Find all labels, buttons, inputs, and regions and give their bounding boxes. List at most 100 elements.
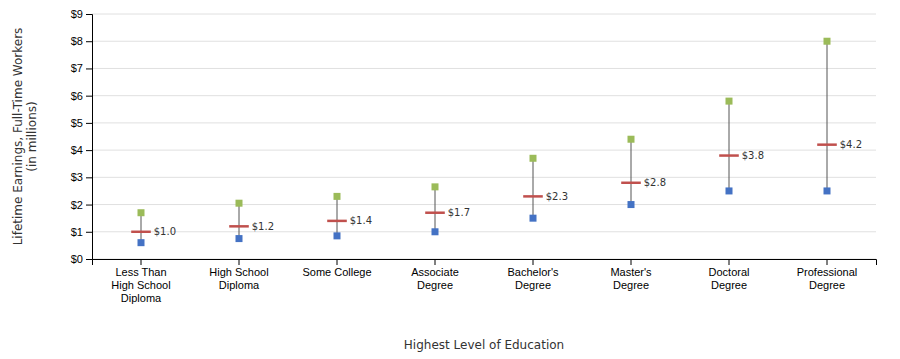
x-tick-label: High SchoolDiploma	[209, 266, 268, 291]
y-tick-mark	[86, 177, 92, 178]
y-tick-label: $2	[71, 199, 83, 211]
data-label: $2.3	[546, 191, 568, 202]
square-marker	[628, 136, 635, 143]
grid-line	[92, 231, 876, 232]
x-tick: DoctoralDegree	[709, 259, 750, 291]
y-tick-mark	[86, 96, 92, 97]
y-tick-mark	[86, 68, 92, 69]
square-marker	[530, 155, 537, 162]
y-tick: $8	[71, 35, 92, 47]
marks	[131, 38, 837, 246]
y-tick-label: $9	[71, 8, 83, 20]
data-label: $1.7	[448, 207, 470, 218]
y-tick: $2	[71, 199, 92, 211]
x-tick-mark	[141, 259, 142, 265]
x-tick: Bachelor'sDegree	[507, 259, 559, 291]
y-tick-label: $3	[71, 171, 83, 183]
x-tick-mark	[729, 259, 730, 265]
x-tick-label: Bachelor'sDegree	[507, 266, 559, 291]
x-tick-label: Master'sDegree	[610, 266, 652, 291]
square-marker	[236, 200, 243, 207]
x-tick: Some College	[302, 259, 371, 278]
dash-marker	[817, 143, 837, 146]
y-tick: $9	[71, 8, 92, 20]
square-marker	[726, 187, 733, 194]
y-tick: $3	[71, 171, 92, 183]
range-line	[435, 187, 436, 232]
x-tick-label: Some College	[302, 266, 371, 278]
x-tick: High SchoolDiploma	[209, 259, 268, 291]
y-tick: $1	[71, 226, 92, 238]
x-axis-line	[93, 260, 877, 266]
square-marker	[138, 209, 145, 216]
data-label: $3.8	[742, 150, 764, 161]
x-tick: AssociateDegree	[411, 259, 459, 291]
y-tick-label: $5	[71, 117, 83, 129]
dash-marker	[327, 220, 347, 223]
grid-line	[92, 122, 876, 123]
y-tick-mark	[86, 150, 92, 151]
chart: $0 $1 $2 $3 $4 $5 $6 $7 $8 $9 Less ThanHigh School…	[0, 0, 900, 359]
x-tick: ProfessionalDegree	[797, 259, 858, 291]
y-tick-mark	[86, 232, 92, 233]
y-tick-mark	[86, 259, 92, 260]
data-label: $1.4	[350, 215, 372, 226]
range-line	[827, 41, 828, 191]
y-tick-mark	[86, 205, 92, 206]
y-tick: $7	[71, 62, 92, 74]
y-tick: $5	[71, 117, 92, 129]
y-tick: $0	[71, 253, 92, 265]
square-marker	[824, 187, 831, 194]
range-line	[631, 139, 632, 204]
x-tick: Master'sDegree	[610, 259, 652, 291]
x-tick-label: ProfessionalDegree	[797, 266, 858, 291]
square-marker	[334, 193, 341, 200]
x-axis: Less ThanHigh SchoolDiploma High SchoolDi…	[93, 259, 877, 304]
y-tick-label: $4	[71, 144, 83, 156]
y-axis-line	[86, 15, 93, 260]
y-tick-label: $6	[71, 90, 83, 102]
y-tick: $6	[71, 90, 92, 102]
range-line	[729, 101, 730, 191]
data-labels: $1.0$1.2$1.4$1.7$2.3$2.8$3.8$4.2	[154, 139, 862, 237]
x-tick-mark	[631, 259, 632, 265]
grid-line	[92, 177, 876, 178]
x-tick: Less ThanHigh SchoolDiploma	[111, 259, 170, 304]
dash-marker	[229, 225, 249, 228]
y-tick: $4	[71, 144, 92, 156]
x-tick-label: Less ThanHigh SchoolDiploma	[111, 266, 170, 304]
square-marker	[334, 232, 341, 239]
range-line	[337, 196, 338, 235]
square-marker	[726, 98, 733, 105]
grid	[92, 14, 876, 259]
data-label: $1.2	[252, 221, 274, 232]
square-marker	[432, 228, 439, 235]
square-marker	[138, 239, 145, 246]
y-axis-title: Lifetime Earnings, Full-Time Workers(in …	[11, 28, 39, 246]
y-tick-label: $7	[71, 62, 83, 74]
dash-marker	[621, 182, 641, 185]
data-label: $1.0	[154, 226, 176, 237]
grid-line	[92, 95, 876, 96]
y-tick-mark	[86, 41, 92, 42]
square-marker	[824, 38, 831, 45]
x-tick-mark	[435, 259, 436, 265]
range-line	[533, 158, 534, 218]
y-tick-label: $1	[71, 226, 83, 238]
x-tick-mark	[827, 259, 828, 265]
y-tick-label: $8	[71, 35, 83, 47]
grid-line	[92, 41, 876, 42]
x-tick-mark	[533, 259, 534, 265]
range-line	[141, 213, 142, 243]
square-marker	[530, 215, 537, 222]
plot: $0 $1 $2 $3 $4 $5 $6 $7 $8 $9 Less ThanHigh School…	[71, 8, 877, 304]
y-tick-label: $0	[71, 253, 83, 265]
data-label: $2.8	[644, 177, 666, 188]
x-axis-title: Highest Level of Education	[404, 338, 564, 352]
range-line	[239, 203, 240, 238]
x-tick-label: DoctoralDegree	[709, 266, 750, 291]
grid-line	[92, 68, 876, 69]
grid-line	[92, 14, 876, 15]
square-marker	[432, 183, 439, 190]
grid-line	[92, 204, 876, 205]
